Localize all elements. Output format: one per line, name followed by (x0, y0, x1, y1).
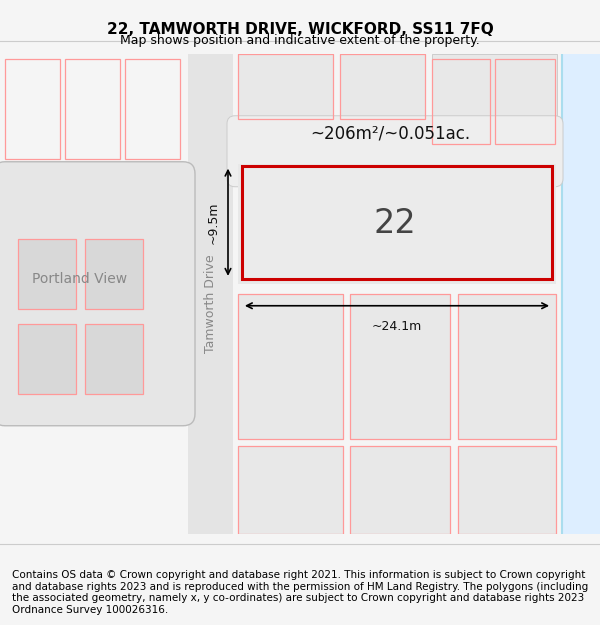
Bar (495, 59, 555, 144)
Bar (85, 324, 143, 394)
Bar (188, 54, 233, 534)
Bar (18, 324, 76, 394)
Bar (350, 294, 450, 439)
Text: 22: 22 (374, 208, 416, 240)
Bar (458, 446, 556, 534)
FancyBboxPatch shape (227, 116, 563, 187)
Bar (458, 294, 556, 439)
Text: ~206m²/~0.051ac.: ~206m²/~0.051ac. (310, 125, 470, 142)
Bar (350, 446, 450, 534)
Bar (340, 54, 425, 119)
Text: Portland View: Portland View (32, 272, 128, 286)
Bar (458, 294, 556, 439)
Text: ~24.1m: ~24.1m (372, 320, 422, 332)
Bar (350, 294, 450, 439)
Bar (5, 59, 60, 159)
Text: Map shows position and indicative extent of the property.: Map shows position and indicative extent… (120, 34, 480, 48)
Bar (65, 59, 120, 159)
Bar (238, 446, 343, 534)
Bar (340, 54, 425, 119)
Text: 22, TAMWORTH DRIVE, WICKFORD, SS11 7FQ: 22, TAMWORTH DRIVE, WICKFORD, SS11 7FQ (107, 22, 493, 37)
Bar (238, 54, 333, 119)
Text: ~9.5m: ~9.5m (207, 201, 220, 244)
Bar (18, 239, 76, 309)
Text: Tamworth Drive: Tamworth Drive (203, 254, 217, 353)
Bar (238, 54, 333, 119)
Bar (125, 59, 180, 159)
Bar (432, 54, 557, 144)
Bar (238, 446, 343, 534)
Bar (562, 54, 600, 534)
Bar (350, 446, 450, 534)
Bar (458, 446, 556, 534)
Bar (85, 239, 143, 309)
Bar (85, 239, 143, 309)
Bar (18, 239, 76, 309)
Bar (85, 324, 143, 394)
Bar (238, 164, 556, 284)
Bar (18, 324, 76, 394)
FancyBboxPatch shape (0, 162, 195, 426)
Polygon shape (242, 166, 552, 279)
Bar (238, 294, 343, 439)
Bar (432, 59, 490, 144)
Bar (238, 294, 343, 439)
Text: Contains OS data © Crown copyright and database right 2021. This information is : Contains OS data © Crown copyright and d… (12, 570, 588, 615)
